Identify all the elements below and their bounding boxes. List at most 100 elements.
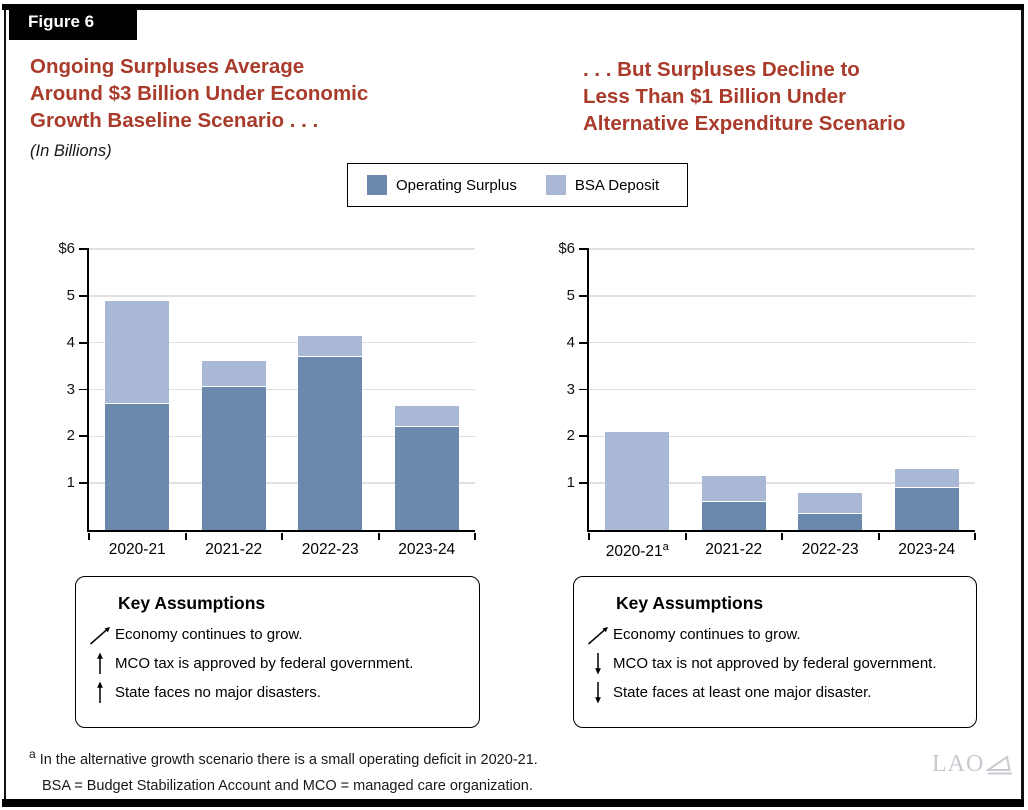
gridline	[589, 341, 975, 344]
bar-segment-bsa-deposit	[798, 492, 863, 514]
x-axis-tick	[877, 532, 880, 540]
lao-logo: LAO	[932, 751, 1014, 778]
key-assumptions-title: Key Assumptions	[616, 593, 764, 613]
bar-segment-bsa-deposit	[701, 476, 766, 502]
bottom-rule	[2, 799, 1024, 807]
category-label: 2023-24	[898, 541, 956, 558]
y-axis-tick	[579, 482, 589, 484]
arrow-down-icon	[582, 680, 613, 705]
category-label: 2022-23	[801, 541, 859, 558]
gridline	[89, 388, 475, 391]
gridline	[89, 295, 475, 297]
legend-swatch-operating-surplus	[367, 175, 387, 195]
x-axis-tick	[474, 532, 476, 540]
bar-segment-operating-surplus	[201, 387, 266, 530]
assumption-item: State faces at least one major disaster.	[582, 679, 871, 705]
y-axis-label: 1	[566, 474, 575, 492]
y-axis-label: 2	[66, 427, 75, 445]
bar-segment-bsa-deposit	[105, 300, 170, 404]
gridline	[589, 388, 975, 391]
legend-item-operating-surplus: Operating Surplus	[367, 175, 517, 195]
gridline	[89, 248, 475, 250]
legend-item-bsa-deposit: BSA Deposit	[545, 175, 660, 195]
y-axis-tick	[79, 482, 89, 484]
top-rule	[2, 4, 1024, 10]
assumption-item: MCO tax is approved by federal governmen…	[84, 650, 413, 676]
y-axis-tick	[79, 388, 89, 391]
arrow-up-icon	[84, 680, 115, 705]
x-axis-tick	[377, 532, 380, 540]
legend: Operating Surplus BSA Deposit	[347, 163, 688, 207]
chart-alternative-scenario: 1 2 3 4 5 $6 2020-21a 2021-22 2022-23 2023-24	[558, 240, 976, 560]
x-axis-tick	[88, 532, 90, 540]
bar-segment-operating-surplus	[894, 487, 959, 530]
bar-segment-operating-surplus	[394, 426, 459, 530]
units-subtitle: (In Billions)	[30, 142, 112, 160]
category-label: 2020-21	[108, 541, 166, 558]
gridline	[89, 341, 475, 344]
left-title-line-2: Around $3 Billion Under Economic	[30, 82, 369, 105]
right-title-line-2: Less Than $1 Billion Under	[583, 85, 847, 108]
figure-label-text: Figure 6	[28, 12, 95, 31]
footnote-marker: a	[29, 747, 36, 761]
left-title-line-1: Ongoing Surpluses Average	[30, 55, 305, 78]
y-axis-tick	[79, 435, 89, 438]
assumption-item: Economy continues to grow.	[582, 621, 801, 647]
gridline	[589, 482, 975, 484]
chart-baseline-scenario: 1 2 3 4 5 $6 2020-21 2021-22 2022-23 2023-24	[58, 240, 476, 558]
bar-segment-operating-surplus	[105, 403, 170, 530]
y-axis-tick	[579, 294, 589, 297]
y-axis-tick	[579, 341, 589, 344]
lao-logo-glyph	[986, 754, 1013, 774]
y-axis-label: 4	[66, 333, 75, 351]
footnote-a-text: In the alternative growth scenario there…	[39, 751, 538, 768]
y-axis-label: 1	[66, 474, 75, 492]
y-axis-tick	[579, 388, 589, 391]
gridline	[589, 435, 975, 438]
right-title-line-3: Alternative Expenditure Scenario	[583, 112, 906, 135]
legend-label-bsa-deposit: BSA Deposit	[574, 176, 660, 194]
assumption-text: Economy continues to grow.	[613, 625, 801, 643]
y-axis-label: $6	[558, 240, 575, 257]
y-axis-label: $6	[58, 240, 75, 257]
y-axis-label: 5	[566, 286, 575, 304]
y-axis-tick	[579, 248, 589, 250]
x-axis-tick	[684, 532, 687, 540]
legend-swatch-bsa-deposit	[545, 175, 566, 195]
assumption-text: State faces at least one major disaster.	[613, 683, 872, 701]
legend-label-operating-surplus: Operating Surplus	[396, 176, 517, 194]
y-axis-tick	[79, 248, 89, 250]
x-axis-tick	[781, 532, 783, 540]
footnote-abbreviations: BSA = Budget Stabilization Account and M…	[42, 778, 533, 794]
bar-segment-operating-surplus	[298, 356, 363, 530]
arrow-down-icon	[582, 651, 613, 676]
gridline	[89, 482, 475, 484]
bar-segment-bsa-deposit	[605, 431, 670, 530]
assumption-item: MCO tax is not approved by federal gover…	[582, 650, 937, 676]
lao-logo-text: LAO	[932, 751, 985, 777]
assumption-text: MCO tax is approved by federal governmen…	[115, 654, 414, 672]
y-axis-label: 3	[66, 380, 75, 398]
y-axis-label: 5	[66, 286, 75, 304]
category-label: 2021-22	[705, 541, 763, 558]
category-superscript: a	[662, 541, 669, 553]
arrow-up-icon	[84, 651, 115, 676]
assumption-item: Economy continues to grow.	[84, 621, 303, 647]
left-title-line-3: Growth Baseline Scenario . . .	[30, 109, 319, 132]
category-label: 2021-22	[205, 541, 263, 558]
x-axis-tick	[184, 532, 187, 540]
footnote-a: a In the alternative growth scenario ther…	[29, 747, 538, 768]
category-label: 2020-21a	[605, 541, 669, 561]
category-label: 2023-24	[398, 541, 456, 558]
key-assumptions-box-baseline: Key Assumptions Economy continues to gro…	[75, 576, 480, 728]
y-axis-label: 4	[566, 333, 575, 351]
right-title-line-1: . . . But Surpluses Decline to	[583, 58, 860, 81]
left-chart-title: Ongoing Surpluses Average Around $3 Bill…	[30, 53, 490, 134]
assumption-text: Economy continues to grow.	[115, 625, 303, 643]
right-chart-title: . . . But Surpluses Decline to Less Than…	[583, 56, 1013, 137]
bar-segment-operating-surplus	[701, 501, 766, 530]
assumption-text: MCO tax is not approved by federal gover…	[613, 654, 937, 672]
arrow-up-right-icon	[84, 622, 115, 647]
bar-segment-bsa-deposit	[394, 405, 459, 427]
